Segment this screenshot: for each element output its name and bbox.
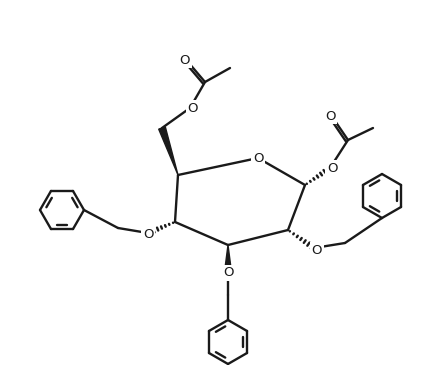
Text: O: O [253,151,263,165]
Text: O: O [143,228,153,242]
Text: O: O [180,54,190,66]
Text: O: O [327,161,337,174]
Polygon shape [159,127,178,175]
Text: O: O [188,101,198,115]
Text: O: O [325,110,335,123]
Text: O: O [223,266,233,280]
Text: O: O [312,243,322,257]
Polygon shape [224,245,232,272]
